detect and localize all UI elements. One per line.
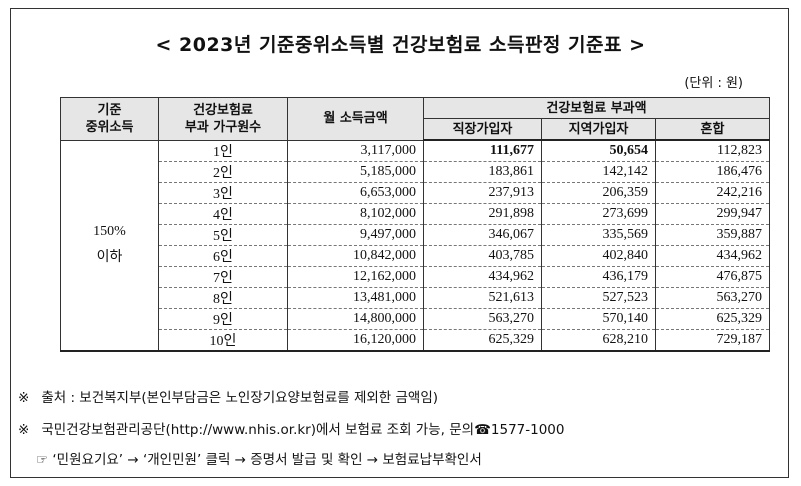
- table-row: 2인 5,185,000 183,861 142,142 186,476: [61, 161, 771, 183]
- income-cell: 8,102,000: [287, 203, 424, 225]
- income-cell: 9,497,000: [287, 224, 424, 246]
- mixed-cell: 186,476: [654, 161, 771, 183]
- household-cell: 2인: [158, 161, 288, 183]
- mixed-cell: 563,270: [654, 287, 771, 309]
- table-row: 10인 16,120,000 625,329 628,210 729,187: [61, 329, 771, 352]
- group-label-150: 150% 이하: [60, 140, 159, 352]
- page-title: < 2023년 기준중위소득별 건강보험료 소득판정 기준표 >: [155, 34, 646, 56]
- employee-cell: 183,861: [423, 161, 542, 183]
- table-row: 8인 13,481,000 521,613 527,523 563,270: [61, 287, 771, 309]
- household-cell: 7인: [158, 266, 288, 288]
- income-cell: 10,842,000: [287, 245, 424, 267]
- document-frame: [10, 8, 789, 478]
- note-mark: ※: [18, 422, 30, 438]
- income-cell: 13,481,000: [287, 287, 424, 309]
- employee-cell: 291,898: [423, 203, 542, 225]
- mixed-cell: 359,887: [654, 224, 771, 246]
- region-cell: 335,569: [541, 224, 656, 246]
- mixed-cell: 299,947: [654, 203, 771, 225]
- table-row: 4인 8,102,000 291,898 273,699 299,947: [61, 203, 771, 225]
- inquiry-note: ※ 국민건강보험관리공단(http://www.nhis.or.kr)에서 보험료…: [18, 418, 564, 438]
- table-row: 150% 이하 1인 3,117,000 111,677 50,654 112,…: [60, 140, 771, 352]
- region-cell: 50,654: [541, 140, 656, 162]
- path-note: ☞ ‘민원요기요’ → ‘개인민원’ 클릭 → 증명서 발급 및 확인 → 보험…: [36, 452, 482, 468]
- income-criteria-table: 기준 중위소득 건강보험료 부과 가구원수 월 소득금액 건강보험료 부과액 직…: [60, 97, 771, 352]
- source-text: 출처 : 보건복지부(본인부담금은 노인장기요양보험료를 제외한 금액임): [41, 390, 439, 406]
- region-cell: 527,523: [541, 287, 656, 309]
- employee-cell: 434,962: [423, 266, 542, 288]
- inquiry-text: 국민건강보험관리공단(http://www.nhis.or.kr)에서 보험료 …: [41, 422, 565, 438]
- table-row: 3인 6,653,000 237,913 206,359 242,216: [61, 182, 771, 204]
- region-cell: 142,142: [541, 161, 656, 183]
- region-cell: 206,359: [541, 182, 656, 204]
- household-cell: 10인: [158, 329, 288, 352]
- mixed-cell: 434,962: [654, 245, 771, 267]
- income-cell: 14,800,000: [287, 308, 424, 330]
- income-cell: 6,653,000: [287, 182, 424, 204]
- employee-cell: 403,785: [423, 245, 542, 267]
- table-row: 6인 10,842,000 403,785 402,840 434,962: [61, 245, 771, 267]
- household-cell: 6인: [158, 245, 288, 267]
- household-cell: 9인: [158, 308, 288, 330]
- note-mark: ※: [18, 390, 30, 406]
- header-premium-group: 건강보험료 부과액: [422, 97, 771, 119]
- income-cell: 5,185,000: [287, 161, 424, 183]
- employee-cell: 346,067: [423, 224, 542, 246]
- header-monthly-income: 월 소득금액: [287, 97, 424, 141]
- unit-label: (단위 : 원): [684, 76, 743, 91]
- region-cell: 402,840: [541, 245, 656, 267]
- household-cell: 8인: [158, 287, 288, 309]
- region-cell: 628,210: [541, 329, 656, 352]
- household-cell: 1인: [158, 140, 288, 162]
- household-cell: 4인: [158, 203, 288, 225]
- table-body: 150% 이하 1인 3,117,000 111,677 50,654 112,…: [60, 140, 771, 352]
- household-cell: 3인: [158, 182, 288, 204]
- mixed-cell: 242,216: [654, 182, 771, 204]
- employee-cell: 521,613: [423, 287, 542, 309]
- table-row: 7인 12,162,000 434,962 436,179 476,875: [61, 266, 771, 288]
- header-household-count: 건강보험료 부과 가구원수: [158, 97, 288, 141]
- mixed-cell: 476,875: [654, 266, 771, 288]
- income-cell: 16,120,000: [287, 329, 424, 352]
- header-employee: 직장가입자: [423, 118, 542, 141]
- household-cell: 5인: [158, 224, 288, 246]
- income-cell: 12,162,000: [287, 266, 424, 288]
- header-mixed: 혼합: [654, 118, 771, 141]
- table-row: 5인 9,497,000 346,067 335,569 359,887: [61, 224, 771, 246]
- mixed-cell: 625,329: [654, 308, 771, 330]
- mixed-cell: 112,823: [654, 140, 771, 162]
- header-region: 지역가입자: [541, 118, 656, 141]
- region-cell: 570,140: [541, 308, 656, 330]
- source-note: ※ 출처 : 보건복지부(본인부담금은 노인장기요양보험료를 제외한 금액임): [18, 386, 438, 406]
- header-median-income: 기준 중위소득: [60, 97, 159, 141]
- mixed-cell: 729,187: [654, 329, 771, 352]
- employee-cell: 625,329: [423, 329, 542, 352]
- table-row: 9인 14,800,000 563,270 570,140 625,329: [61, 308, 771, 330]
- employee-cell: 237,913: [423, 182, 542, 204]
- employee-cell: 111,677: [423, 140, 542, 162]
- region-cell: 436,179: [541, 266, 656, 288]
- income-cell: 3,117,000: [287, 140, 424, 162]
- region-cell: 273,699: [541, 203, 656, 225]
- employee-cell: 563,270: [423, 308, 542, 330]
